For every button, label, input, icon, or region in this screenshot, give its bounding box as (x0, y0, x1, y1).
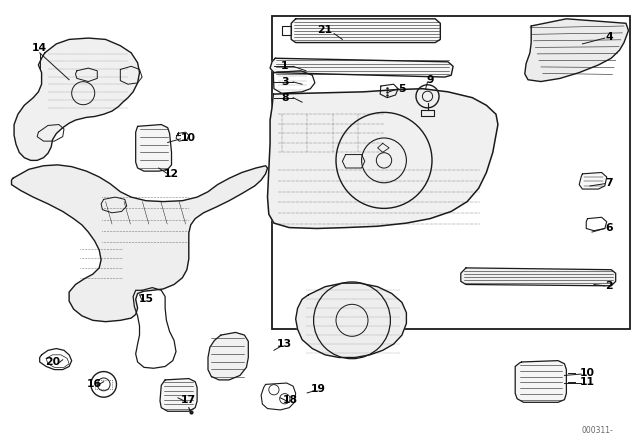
Text: 000311-: 000311- (581, 426, 613, 435)
Text: 4: 4 (605, 32, 613, 42)
Polygon shape (525, 19, 628, 82)
Polygon shape (461, 268, 616, 286)
Polygon shape (268, 89, 498, 228)
Polygon shape (160, 379, 197, 411)
Text: 12: 12 (164, 169, 179, 179)
Text: 8: 8 (281, 93, 289, 103)
Polygon shape (136, 125, 172, 171)
Polygon shape (579, 172, 607, 189)
Text: 1: 1 (281, 61, 289, 71)
Text: 6: 6 (605, 223, 613, 233)
Text: 10: 10 (580, 368, 595, 378)
Text: 11: 11 (580, 377, 595, 387)
Polygon shape (12, 165, 268, 322)
Polygon shape (291, 19, 440, 43)
Text: 18: 18 (282, 395, 298, 405)
Text: 20: 20 (45, 357, 60, 367)
Text: 17: 17 (181, 395, 196, 405)
Text: 19: 19 (311, 384, 326, 394)
Text: 14: 14 (32, 43, 47, 53)
Text: 15: 15 (138, 294, 154, 304)
Text: 13: 13 (277, 339, 292, 349)
Text: 10: 10 (181, 133, 196, 143)
Text: 5: 5 (398, 84, 406, 94)
Polygon shape (208, 332, 248, 380)
Polygon shape (14, 38, 140, 160)
Text: 3: 3 (281, 77, 289, 87)
Polygon shape (296, 283, 406, 358)
Polygon shape (515, 361, 566, 402)
Text: 2: 2 (605, 281, 613, 291)
Text: 21: 21 (317, 26, 333, 35)
Text: 16: 16 (87, 379, 102, 389)
Bar (272, 16, 630, 329)
Text: 9: 9 (427, 75, 435, 85)
Text: 7: 7 (605, 178, 613, 188)
Polygon shape (270, 58, 453, 77)
